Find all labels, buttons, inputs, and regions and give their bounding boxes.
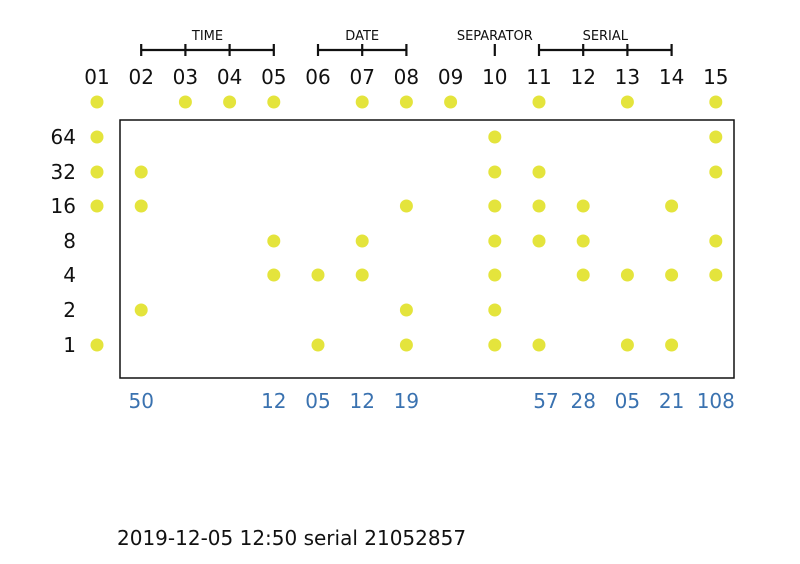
column-label: 13 xyxy=(615,65,640,89)
column-label: 05 xyxy=(261,65,286,89)
decoded-value: 21 xyxy=(659,389,684,413)
column-label: 08 xyxy=(394,65,419,89)
column-label: 06 xyxy=(305,65,330,89)
bit-dot xyxy=(532,234,546,248)
parity-dot xyxy=(709,95,723,109)
parity-dot xyxy=(620,95,634,109)
bit-dot xyxy=(90,338,104,352)
column-label: 12 xyxy=(570,65,595,89)
row-label: 1 xyxy=(63,333,76,357)
group-bracket-date: DATE xyxy=(316,29,408,56)
group-bracket-time: TIME xyxy=(140,29,275,56)
bit-dot xyxy=(620,268,634,282)
row-label: 16 xyxy=(51,194,76,218)
bit-dot xyxy=(665,338,679,352)
bit-dot xyxy=(90,165,104,179)
column-label: 11 xyxy=(526,65,551,89)
group-bracket-separator: SEPARATOR xyxy=(457,29,533,56)
column-label: 01 xyxy=(84,65,109,89)
bit-dot xyxy=(532,199,546,213)
bit-dot xyxy=(488,303,502,317)
bit-dot xyxy=(532,338,546,352)
row-label: 4 xyxy=(63,263,76,287)
group-label: DATE xyxy=(345,29,379,44)
bit-dot xyxy=(709,234,723,248)
group-label: SERIAL xyxy=(583,29,629,44)
decoded-value: 05 xyxy=(305,389,330,413)
bit-dot xyxy=(134,165,148,179)
column-label: 15 xyxy=(703,65,728,89)
decoded-value: 12 xyxy=(261,389,286,413)
bit-dot xyxy=(488,268,502,282)
bit-dot xyxy=(355,234,369,248)
row-label: 32 xyxy=(51,160,76,184)
bit-dot xyxy=(576,268,590,282)
column-label: 02 xyxy=(128,65,153,89)
column-label: 10 xyxy=(482,65,507,89)
decoded-value: 05 xyxy=(615,389,640,413)
bit-dot xyxy=(576,234,590,248)
row-label: 64 xyxy=(51,125,76,149)
bit-dot xyxy=(576,199,590,213)
bit-dot xyxy=(399,303,413,317)
bit-dot xyxy=(709,268,723,282)
column-label: 14 xyxy=(659,65,684,89)
bit-dot xyxy=(709,165,723,179)
bit-dot xyxy=(267,268,281,282)
row-label: 8 xyxy=(63,229,76,253)
parity-dot xyxy=(532,95,546,109)
parity-dot xyxy=(399,95,413,109)
decoded-value: 57 xyxy=(533,389,558,413)
bit-dot xyxy=(90,199,104,213)
column-label: 03 xyxy=(173,65,198,89)
decoded-value: 19 xyxy=(394,389,419,413)
decoded-value: 108 xyxy=(697,389,735,413)
bit-dot xyxy=(267,234,281,248)
decoded-value: 28 xyxy=(570,389,595,413)
bit-dot xyxy=(134,199,148,213)
bit-dot xyxy=(665,199,679,213)
bit-dot xyxy=(488,130,502,144)
bit-dot xyxy=(620,338,634,352)
column-label: 04 xyxy=(217,65,242,89)
caption: 2019-12-05 12:50 serial 21052857 xyxy=(117,526,467,550)
group-bracket-serial: SERIAL xyxy=(537,29,673,56)
bit-dot xyxy=(399,199,413,213)
bit-dot xyxy=(399,338,413,352)
bit-dot xyxy=(311,338,325,352)
bit-dot xyxy=(532,165,546,179)
group-label: SEPARATOR xyxy=(457,29,533,44)
bit-dot xyxy=(355,268,369,282)
bit-dot xyxy=(311,268,325,282)
parity-dot xyxy=(267,95,281,109)
decoded-value: 12 xyxy=(349,389,374,413)
bit-dot xyxy=(709,130,723,144)
parity-dot xyxy=(444,95,458,109)
bit-dot xyxy=(90,130,104,144)
dot-grid-frame xyxy=(119,119,735,379)
parity-dot xyxy=(355,95,369,109)
bit-dot xyxy=(488,338,502,352)
group-label: TIME xyxy=(191,29,223,44)
parity-dot xyxy=(90,95,104,109)
row-label: 2 xyxy=(63,298,76,322)
parity-dot xyxy=(223,95,237,109)
bit-dot xyxy=(488,165,502,179)
parity-dot xyxy=(178,95,192,109)
column-label: 07 xyxy=(349,65,374,89)
bit-dot xyxy=(488,234,502,248)
bit-dot xyxy=(665,268,679,282)
bit-dot xyxy=(488,199,502,213)
bit-dot xyxy=(134,303,148,317)
decoded-value: 50 xyxy=(128,389,153,413)
column-label: 09 xyxy=(438,65,463,89)
